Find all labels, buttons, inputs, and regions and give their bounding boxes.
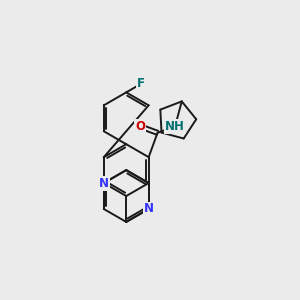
Text: N: N: [99, 177, 109, 190]
Text: NH: NH: [165, 120, 185, 133]
Text: F: F: [137, 77, 145, 91]
Text: N: N: [144, 202, 154, 215]
Text: O: O: [135, 120, 145, 133]
